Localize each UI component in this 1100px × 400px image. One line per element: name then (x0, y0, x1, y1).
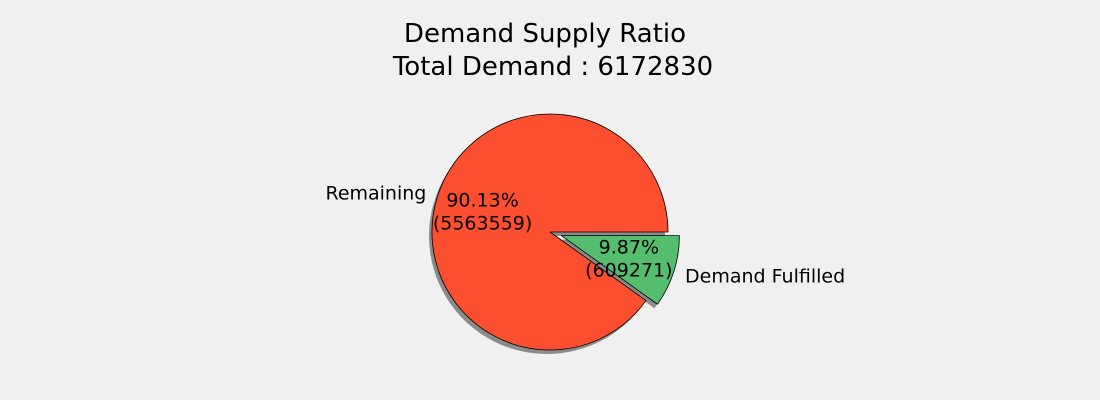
slice-percent-remaining: 90.13% (446, 189, 518, 211)
chart-subtitle: Total Demand : 6172830 (392, 52, 713, 82)
slice-value-demand-fulfilled: (609271) (585, 259, 672, 281)
chart-title: Demand Supply Ratio (404, 19, 686, 49)
slice-label-demand-fulfilled: Demand Fulfilled (685, 265, 845, 287)
pie-slice-remaining (431, 113, 669, 351)
slice-value-remaining: (5563559) (433, 212, 532, 234)
pie-slices (431, 113, 680, 351)
slice-percent-demand-fulfilled: 9.87% (599, 236, 659, 258)
pie-slice-demand-fulfilled (561, 235, 680, 305)
slice-labels: Demand Fulfilled 9.87%(609271) Remaining 90… (325, 182, 845, 287)
slice-label-remaining: Remaining (325, 182, 426, 204)
